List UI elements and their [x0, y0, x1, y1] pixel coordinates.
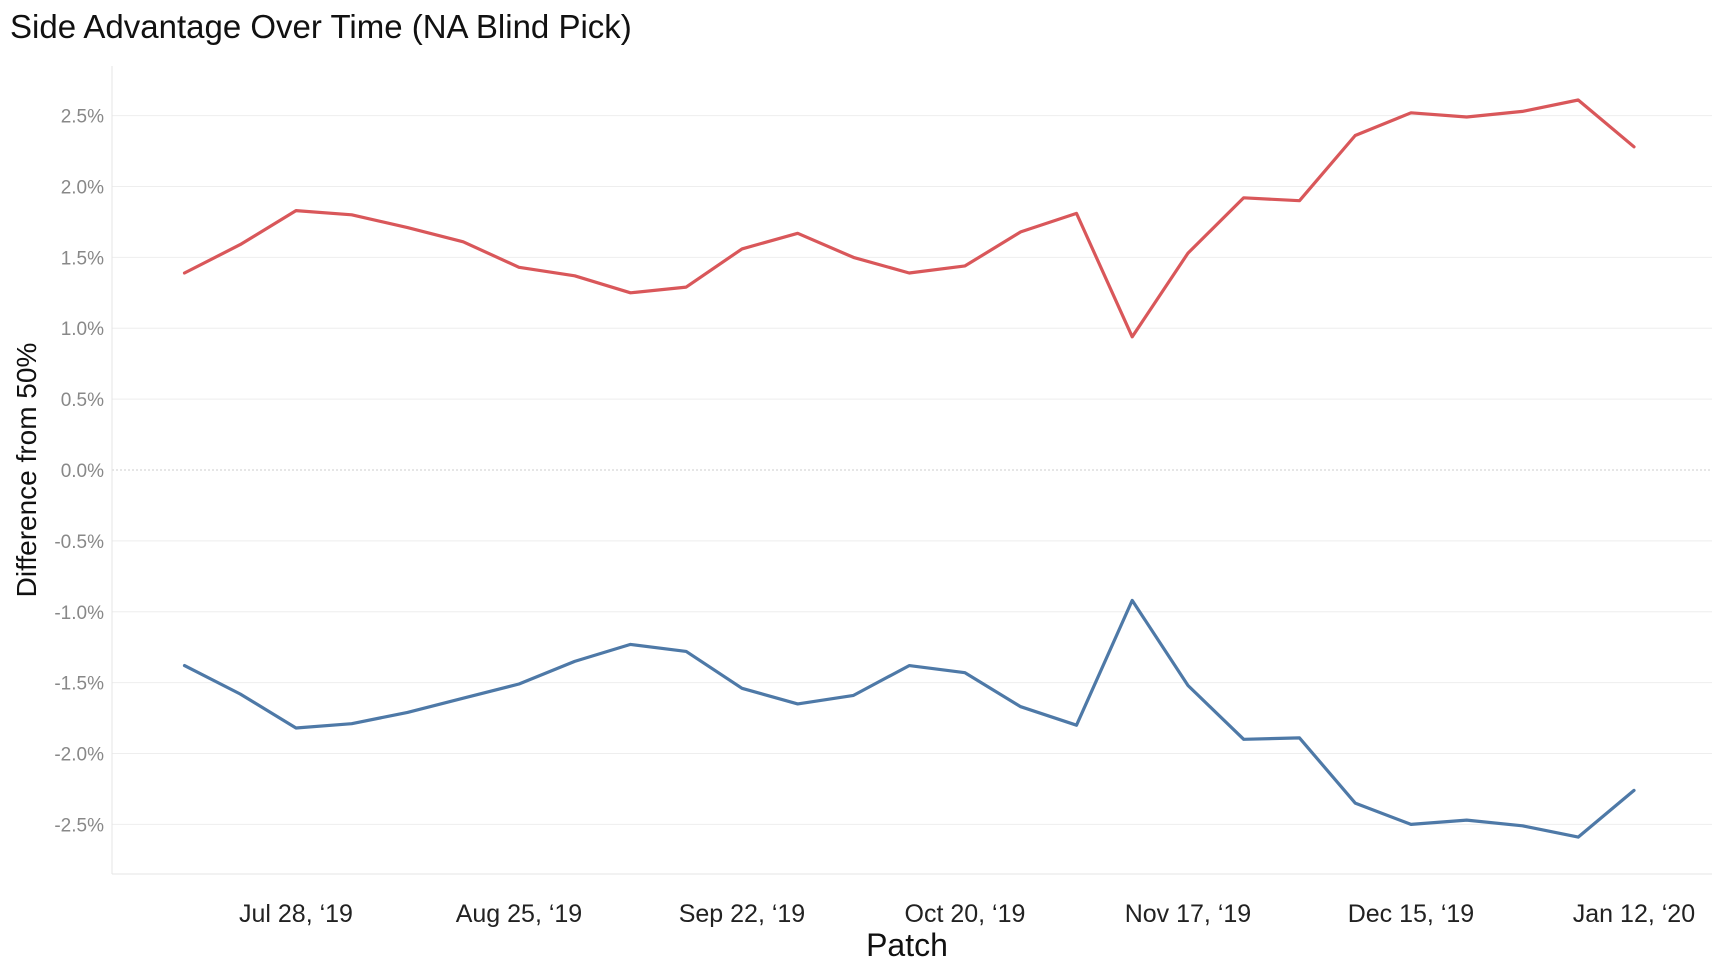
x-axis-title: Patch	[866, 927, 948, 961]
y-tick-label: 0.0%	[61, 461, 104, 482]
axis-layer	[111, 66, 1712, 875]
y-tick-label: -1.5%	[54, 674, 104, 695]
y-tick-label: 0.5%	[61, 390, 104, 411]
y-tick-label: 1.0%	[61, 319, 104, 340]
y-tick-label: 2.5%	[61, 107, 104, 128]
blue-series-line	[182, 598, 1636, 839]
chart-title: Side Advantage Over Time (NA Blind Pick)	[10, 8, 632, 45]
x-tick-label: Jul 28, ‘19	[239, 900, 353, 928]
y-tick-label: -2.0%	[54, 745, 104, 766]
x-tick-label: Nov 17, ‘19	[1125, 900, 1251, 928]
grid-layer	[112, 115, 1712, 825]
series-layer	[182, 98, 1636, 839]
x-tick-label: Jan 12, ‘20	[1573, 900, 1695, 928]
y-tick-label: 2.0%	[61, 177, 104, 198]
x-tick-label: Aug 25, ‘19	[456, 900, 583, 928]
x-tick-label: Oct 20, ‘19	[905, 900, 1026, 928]
y-tick-label: -2.5%	[54, 815, 104, 836]
y-axis-title: Difference from 50%	[11, 343, 42, 598]
x-tick-label: Dec 15, ‘19	[1348, 900, 1474, 928]
y-tick-label: -1.0%	[54, 603, 104, 624]
x-tick-label: Sep 22, ‘19	[679, 900, 806, 928]
red-series-line	[182, 98, 1636, 339]
label-layer: 2.5% 2.0% 1.5% 1.0% 0.5% 0.0% -0.5% -1.0% -1.5% -…	[11, 107, 1695, 961]
y-tick-label: 1.5%	[61, 248, 104, 269]
y-tick-label: -0.5%	[54, 532, 104, 553]
